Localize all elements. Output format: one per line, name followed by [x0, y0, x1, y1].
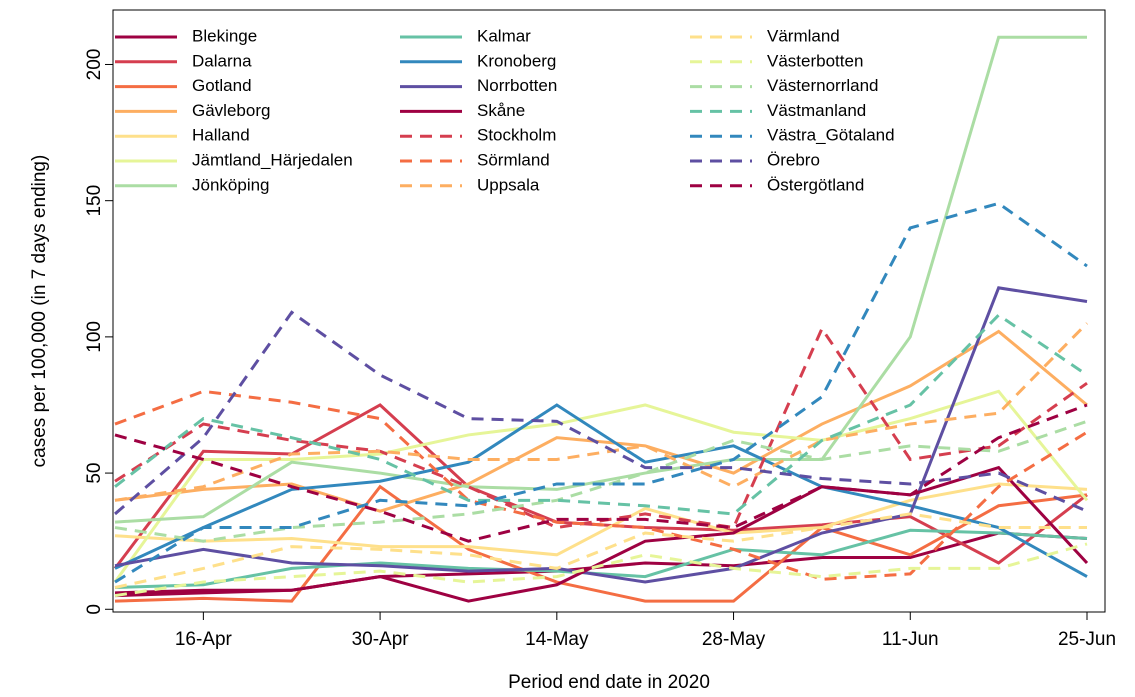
series-line: [114, 403, 1088, 543]
y-tick-label: 100: [84, 321, 105, 353]
series-line: [114, 201, 1088, 584]
legend-label: Värmland: [767, 26, 840, 45]
x-tick-label: 16-Apr: [175, 629, 233, 650]
legend-label: Örebro: [767, 150, 820, 169]
legend-label: Västernorrland: [767, 76, 879, 95]
series-line: [114, 286, 1088, 584]
series-line: [114, 419, 1088, 543]
legend-label: Jämtland_Härjedalen: [192, 150, 353, 169]
legend-label: Stockholm: [477, 126, 556, 145]
legend-label: Dalarna: [192, 51, 252, 70]
series-line: [114, 329, 1088, 513]
series-line: [114, 389, 1088, 581]
x-tick-label: 25-Jun: [1058, 629, 1116, 650]
legend-label: Blekinge: [192, 26, 257, 45]
legend-label: Uppsala: [477, 175, 540, 194]
legend-label: Västra_Götaland: [767, 126, 895, 145]
series-line: [114, 403, 1088, 578]
legend-label: Västmanland: [767, 101, 866, 120]
legend-label: Halland: [192, 126, 250, 145]
legend-label: Jönköping: [192, 175, 270, 194]
plot-frame: [112, 9, 1106, 613]
series-line: [114, 482, 1088, 557]
series-line: [114, 512, 1087, 589]
x-axis-label: Period end date in 2020: [508, 672, 710, 693]
legend-label: Västerbotten: [767, 51, 863, 70]
series-line: [114, 465, 1089, 603]
x-tick-label: 30-Apr: [352, 629, 410, 650]
legend-label: Östergötland: [767, 175, 864, 194]
x-tick-label: 14-May: [525, 629, 589, 650]
y-tick-label: 0: [84, 604, 105, 615]
x-tick-label: 28-May: [702, 629, 766, 650]
series-line: [114, 310, 1088, 516]
x-tick-label: 11-Jun: [882, 629, 939, 650]
legend-label: Gävleborg: [192, 101, 270, 120]
y-tick-label: 150: [84, 185, 105, 217]
legend-label: Sörmland: [477, 150, 550, 169]
y-tick-label: 50: [84, 463, 105, 484]
series-line: [114, 313, 1088, 516]
series-line: [114, 484, 1088, 603]
y-tick-label: 200: [84, 49, 105, 81]
series-line: [114, 325, 1088, 530]
y-axis-label: cases per 100,000 (in 7 days ending): [29, 155, 50, 468]
legend-label: Kalmar: [477, 26, 531, 45]
legend-label: Norrbotten: [477, 76, 557, 95]
series-line: [114, 35, 1087, 524]
legend-label: Skåne: [477, 101, 525, 120]
series-line: [114, 542, 1088, 598]
legend-label: Gotland: [192, 76, 252, 95]
legend-label: Kronoberg: [477, 51, 556, 70]
series-line: [114, 322, 1089, 502]
